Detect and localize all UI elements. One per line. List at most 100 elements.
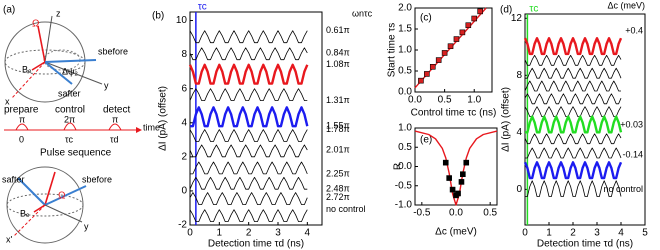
axis-label: x' xyxy=(6,234,13,244)
series-line xyxy=(525,115,623,134)
y-tick-label: 1.0 xyxy=(398,123,412,134)
step-label: detect xyxy=(103,105,130,116)
x-tick-label: 2 xyxy=(246,228,252,239)
series-label: +0.03 xyxy=(620,120,643,130)
series-line xyxy=(524,133,622,145)
data-point xyxy=(458,179,465,185)
series-line xyxy=(414,130,498,206)
x-tick-label: 0.0 xyxy=(408,95,422,106)
time-label: 0 xyxy=(19,134,24,144)
data-point xyxy=(446,175,452,181)
time-label: τd xyxy=(110,134,119,144)
x-tick-label: 3 xyxy=(594,228,600,239)
s-after-vector xyxy=(17,177,46,206)
data-point xyxy=(442,159,449,166)
series-line xyxy=(523,37,623,56)
series-line xyxy=(525,67,622,79)
field-vector xyxy=(33,204,46,213)
omega-label: Ω xyxy=(32,19,40,30)
y-tick-label: -1.0 xyxy=(395,200,413,211)
field-vector xyxy=(31,61,46,71)
series-line xyxy=(189,209,308,222)
s-before-vector xyxy=(44,59,97,63)
x-tick-label: 0.5 xyxy=(483,208,497,219)
series-label: no control xyxy=(603,184,643,194)
time-label: τc xyxy=(65,134,74,144)
y-tick-label: 0 xyxy=(181,186,187,197)
axis-label: y xyxy=(104,80,109,90)
x-axis xyxy=(11,61,46,99)
x-tick-label: 5 xyxy=(642,228,648,239)
y-tick-label: -0.5 xyxy=(395,180,413,191)
vector-label: safter xyxy=(58,88,81,98)
y-tick-label: 12 xyxy=(511,13,523,24)
y-axis-label: ΔI (pA) (offset) xyxy=(158,86,169,151)
omega-vector xyxy=(44,171,56,206)
x-tick-label: -0.5 xyxy=(413,208,431,219)
equator xyxy=(6,193,84,217)
series-line xyxy=(188,63,309,85)
x-tick-label: 2 xyxy=(570,228,576,239)
vector-label: safter xyxy=(2,174,25,184)
y-tick-label: 0.0 xyxy=(398,87,412,98)
data-point xyxy=(455,190,461,197)
omega-label: Ω xyxy=(58,191,66,202)
data-point xyxy=(477,8,483,15)
axis-label: x xyxy=(5,96,10,106)
series-line xyxy=(189,47,308,61)
y-tick-label: 8 xyxy=(181,49,187,60)
pulse xyxy=(108,123,122,131)
panel-label: (b) xyxy=(152,11,164,22)
y-tick-label: 0.5 xyxy=(398,66,412,77)
series-label: 0.61π xyxy=(326,25,350,35)
y-tick-label: 2 xyxy=(181,151,187,162)
y-tick-label: 2.0 xyxy=(398,3,412,14)
pulse-label: π xyxy=(19,114,25,124)
series-label: 1.08π xyxy=(326,59,350,69)
x-tick-label: 4 xyxy=(305,228,311,239)
data-point xyxy=(435,57,442,63)
y-axis-label: R xyxy=(393,163,404,170)
caption: Pulse sequence xyxy=(40,148,112,159)
panel-label: (a) xyxy=(3,5,15,16)
panel-label: (d) xyxy=(500,5,512,16)
pulse-label: 2π xyxy=(64,114,75,124)
series-label: 2.48π xyxy=(326,184,350,194)
series-line xyxy=(524,54,622,66)
omega-vector xyxy=(37,25,46,63)
x-axis-label: Δc (meV) xyxy=(435,227,477,238)
y-tick-label: 1.5 xyxy=(398,24,412,35)
step-label: prepare xyxy=(4,105,39,116)
data-point xyxy=(463,159,470,166)
x-axis-label: Control time τc (ns) xyxy=(411,108,497,119)
series-line xyxy=(189,192,308,205)
y-axis xyxy=(44,61,103,85)
field-label: Bₑ xyxy=(22,64,32,74)
series-label: 1.78π xyxy=(326,124,350,134)
data-point xyxy=(465,22,472,29)
data-point xyxy=(424,71,430,77)
series-label: 2.01π xyxy=(326,144,350,154)
data-point xyxy=(459,29,466,36)
angle-label: Δψ₂ xyxy=(62,66,78,76)
x-tick-label: 0.0 xyxy=(449,208,463,219)
data-point xyxy=(447,43,454,50)
step-label: control xyxy=(55,105,85,116)
x-axis-label: Detection time τd (ns) xyxy=(208,239,304,250)
series-line xyxy=(190,161,308,175)
data-point xyxy=(471,15,478,22)
legend-title: ωnτc xyxy=(352,8,373,18)
pulse-label: π xyxy=(112,114,118,124)
series-line xyxy=(189,30,308,44)
series-label: no control xyxy=(326,204,366,214)
data-point xyxy=(418,77,424,84)
series-label: -0.14 xyxy=(622,150,643,160)
x-tick-label: 0 xyxy=(522,228,528,239)
series-label: 1.55π xyxy=(326,121,350,131)
series-line xyxy=(524,80,621,92)
y-axis-label: ΔI (pA) (offset) xyxy=(501,87,512,152)
series-line xyxy=(524,106,622,117)
time-label: time xyxy=(143,122,160,132)
series-line xyxy=(189,176,308,190)
